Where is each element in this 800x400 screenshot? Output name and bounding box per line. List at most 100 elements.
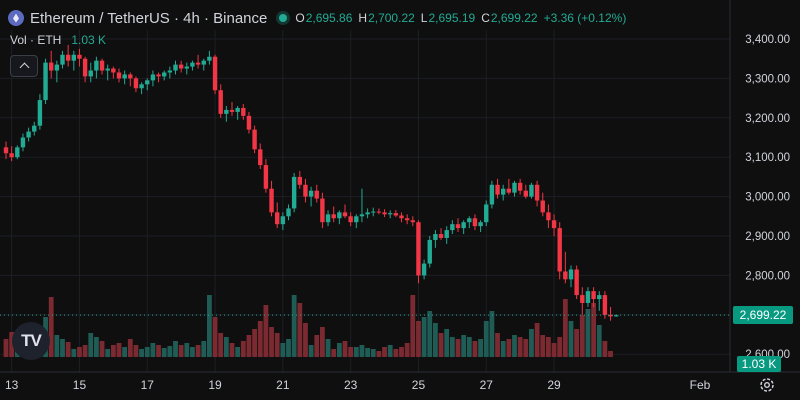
volume-bar <box>218 333 224 357</box>
x-tick-label: 19 <box>208 378 222 392</box>
volume-bar <box>240 341 246 357</box>
volume-bar <box>77 347 82 357</box>
volume-bar <box>585 309 591 357</box>
volume-bar <box>370 349 376 357</box>
high-label: H <box>358 11 368 25</box>
volume-bar <box>99 341 105 357</box>
candle-body <box>376 211 382 213</box>
candle-body <box>111 68 116 73</box>
ohlc-values: O2,695.86 H2,700.22 L2,695.19 C2,699.22 … <box>295 11 626 25</box>
x-tick-label: Feb <box>690 378 711 392</box>
collapse-legend-button[interactable] <box>10 55 38 77</box>
volume-bar <box>534 323 540 357</box>
candle-body <box>190 62 195 67</box>
y-tick-label: 2,800.00 <box>745 270 790 282</box>
candle-body <box>88 70 93 77</box>
volume-bar <box>517 337 523 357</box>
candle-body <box>291 176 297 209</box>
candle-body <box>427 239 432 264</box>
candle-body <box>224 109 229 114</box>
candle-body <box>585 291 591 303</box>
candle-body <box>438 234 444 238</box>
volume-bar <box>48 297 54 357</box>
candle-body <box>241 107 246 116</box>
volume-bar <box>212 317 218 357</box>
market-status-icon[interactable] <box>279 14 288 22</box>
candle-body <box>325 214 331 223</box>
candle-body <box>461 222 466 229</box>
candle-body <box>280 216 286 225</box>
volume-bar <box>382 347 387 357</box>
volume-bar <box>274 333 280 357</box>
volume-label[interactable]: Vol · ETH <box>10 33 62 47</box>
candle-body <box>331 214 336 219</box>
volume-bar <box>608 351 613 357</box>
volume-bar <box>308 345 314 357</box>
volume-bar <box>116 343 122 357</box>
volume-bar <box>540 335 546 357</box>
candle-body <box>495 184 500 195</box>
volume-bar <box>207 295 212 357</box>
y-tick-label: 3,000.00 <box>745 192 790 204</box>
volume-bar <box>144 347 150 357</box>
candle-body <box>145 80 150 85</box>
volume-bar <box>122 347 128 357</box>
candle-body <box>3 147 9 154</box>
x-tick-label: 25 <box>412 378 426 392</box>
volume-bar <box>579 315 585 357</box>
volume-bar <box>105 349 111 357</box>
volume-bar <box>190 347 195 357</box>
candle-body <box>303 184 308 197</box>
volume-bar <box>529 329 534 357</box>
volume-bar <box>223 337 229 357</box>
candle-body <box>15 147 20 158</box>
volume-bar <box>54 335 60 357</box>
x-tick-label: 17 <box>141 378 155 392</box>
candle-body <box>478 222 483 227</box>
volume-bar <box>596 325 602 357</box>
candle-body <box>433 234 438 240</box>
candle-body <box>184 66 189 69</box>
candle-body <box>444 230 449 238</box>
candle-body <box>393 213 399 216</box>
volume-bar <box>71 349 77 357</box>
candle-body <box>529 184 534 197</box>
volume-bar <box>348 347 354 357</box>
candle-body <box>9 153 14 158</box>
candle-body <box>99 60 105 71</box>
volume-legend: Vol · ETH 1.03 K <box>10 33 106 47</box>
tradingview-logo[interactable]: TV <box>12 322 50 360</box>
candle-body <box>472 218 478 227</box>
candle-body <box>512 182 517 193</box>
candle-body <box>139 84 144 89</box>
x-tick-label: 15 <box>73 378 87 392</box>
candle-body <box>122 74 127 79</box>
candle-body <box>359 214 365 217</box>
volume-bar <box>88 333 94 357</box>
candle-body <box>602 295 608 315</box>
volume-bar <box>512 335 517 357</box>
volume-bar <box>438 333 444 357</box>
y-tick-label: 3,300.00 <box>745 73 790 85</box>
volume-bar <box>82 345 88 357</box>
gear-icon[interactable] <box>758 376 776 394</box>
ethereum-logo-icon <box>8 10 24 26</box>
volume-bar <box>449 337 455 357</box>
volume-bar <box>523 339 529 357</box>
candle-body <box>484 204 489 223</box>
volume-bar <box>353 347 359 357</box>
candle-body <box>591 291 596 300</box>
candle-body <box>320 198 325 223</box>
candle-body <box>229 109 235 112</box>
symbol-title[interactable]: Ethereum / TetherUS · 4h · Binance <box>30 9 268 27</box>
candle-body <box>26 131 31 138</box>
change-value: +3.36 (+0.12%) <box>543 11 627 25</box>
volume-bar <box>444 329 450 357</box>
candle-body <box>65 54 71 61</box>
candle-body <box>207 56 212 61</box>
volume-bar <box>551 343 557 357</box>
volume-bar <box>399 347 404 357</box>
volume-bar <box>574 329 580 357</box>
volume-bar <box>252 329 257 357</box>
